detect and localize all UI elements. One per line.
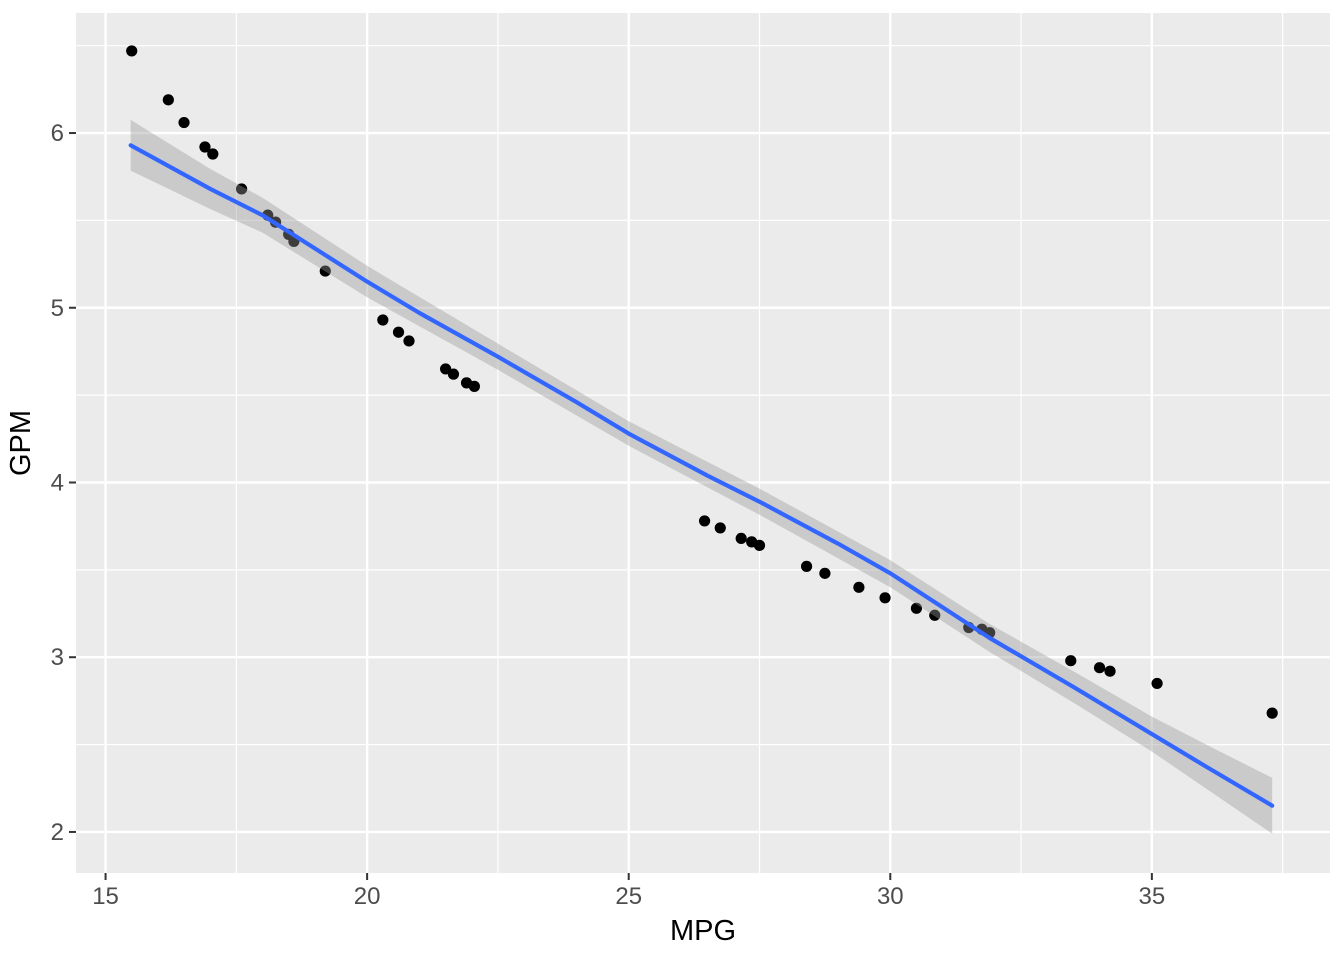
- y-tick-label: 2: [51, 819, 64, 846]
- x-tick-label: 15: [92, 883, 119, 910]
- data-point: [1104, 665, 1116, 677]
- data-point: [403, 335, 415, 347]
- data-point: [1093, 662, 1106, 674]
- data-point: [207, 148, 219, 160]
- data-point: [1065, 655, 1077, 667]
- data-point: [1266, 707, 1278, 719]
- loess-smooth-line: [128, 143, 1275, 808]
- y-tick-label: 5: [51, 295, 64, 322]
- data-point: [377, 314, 389, 326]
- data-point: [468, 380, 480, 392]
- y-tick-label: 4: [51, 469, 64, 496]
- x-tick-label: 25: [615, 883, 642, 910]
- data-point: [879, 592, 891, 604]
- y-tick-label: 6: [51, 120, 64, 147]
- data-point: [162, 94, 174, 106]
- data-point: [178, 116, 190, 129]
- data-point: [910, 602, 923, 614]
- data-point: [800, 560, 813, 572]
- data-point: [735, 532, 747, 545]
- x-axis-title: MPG: [670, 915, 736, 947]
- y-tick-label: 3: [51, 644, 64, 671]
- data-point: [714, 522, 726, 534]
- y-axis-title: GPM: [5, 410, 37, 476]
- confidence-band: [130, 119, 1273, 834]
- data-point: [235, 183, 248, 195]
- data-point: [447, 368, 460, 380]
- data-point: [819, 567, 831, 579]
- data-point: [929, 609, 941, 621]
- data-point: [753, 539, 766, 551]
- panel-background: [76, 13, 1330, 873]
- x-tick-label: 30: [877, 883, 904, 910]
- data-point: [126, 45, 138, 57]
- data-point: [392, 326, 405, 338]
- data-point: [853, 581, 865, 593]
- data-point: [440, 363, 452, 375]
- x-tick-label: 20: [354, 883, 381, 910]
- data-point: [698, 515, 711, 527]
- x-tick-label: 35: [1139, 883, 1166, 910]
- data-point: [319, 265, 331, 277]
- data-point: [1151, 677, 1163, 690]
- data-point: [199, 141, 211, 153]
